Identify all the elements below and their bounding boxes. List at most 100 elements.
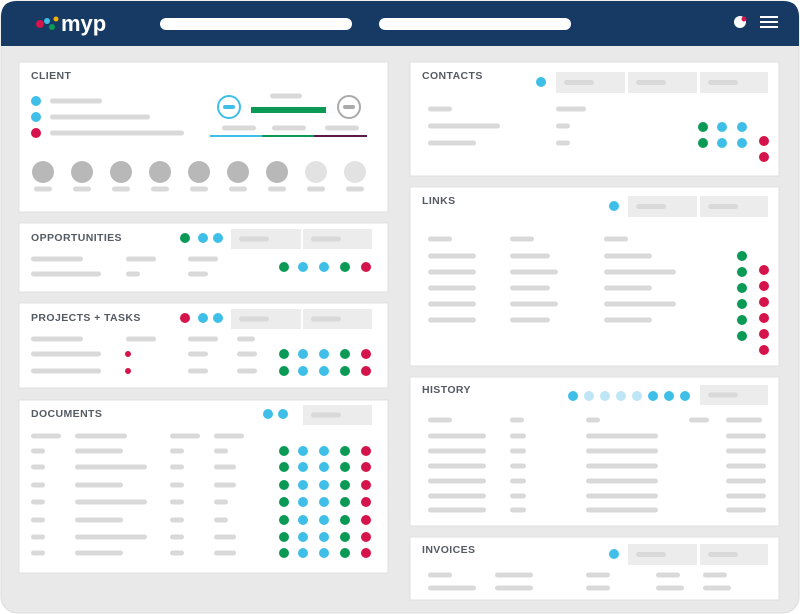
status-dot [340, 532, 350, 542]
status-dot [717, 138, 727, 148]
placeholder-text [31, 336, 83, 342]
avatar[interactable] [188, 161, 210, 183]
placeholder-text [214, 464, 236, 470]
avatar[interactable] [344, 161, 366, 183]
placeholder-text [656, 572, 680, 578]
status-dot [616, 391, 626, 401]
panel-title: INVOICES [422, 544, 475, 556]
placeholder-text [126, 336, 156, 342]
avatar[interactable] [149, 161, 171, 183]
status-dot [180, 233, 190, 243]
status-dot [361, 532, 371, 542]
placeholder-text [708, 392, 738, 398]
placeholder-text [726, 433, 766, 439]
placeholder-text [428, 507, 486, 513]
placeholder-text [190, 186, 208, 192]
placeholder-text [703, 572, 727, 578]
status-dot [361, 515, 371, 525]
status-dot [298, 446, 308, 456]
logo-dot [36, 20, 44, 28]
placeholder-text [170, 482, 184, 488]
placeholder-text [586, 478, 658, 484]
avatar[interactable] [32, 161, 54, 183]
placeholder-text [214, 448, 228, 454]
status-dot [737, 283, 747, 293]
search-field[interactable] [160, 18, 352, 30]
placeholder-text [311, 236, 341, 242]
placeholder-text [726, 493, 766, 499]
placeholder-text [112, 186, 130, 192]
status-dot [298, 480, 308, 490]
status-dot [737, 315, 747, 325]
placeholder-text [73, 186, 91, 192]
placeholder-text [428, 478, 486, 484]
status-dot [340, 349, 350, 359]
status-dot [759, 313, 769, 323]
placeholder-text [586, 417, 600, 423]
status-dot [609, 549, 619, 559]
placeholder-text [237, 351, 257, 357]
status-dot [609, 201, 619, 211]
placeholder-text [75, 550, 123, 556]
placeholder-text [510, 269, 558, 275]
placeholder-text [428, 123, 500, 129]
placeholder-text [604, 236, 628, 242]
status-dot [31, 112, 41, 122]
placeholder-text [510, 301, 558, 307]
status-dot [319, 366, 329, 376]
placeholder-text [239, 316, 269, 322]
status-dot [319, 462, 329, 472]
avatar[interactable] [305, 161, 327, 183]
status-dot [361, 366, 371, 376]
menu-button[interactable] [760, 16, 778, 28]
status-dot [340, 497, 350, 507]
avatar[interactable] [110, 161, 132, 183]
avatar[interactable] [227, 161, 249, 183]
status-dot [298, 366, 308, 376]
panel-title: OPPORTUNITIES [31, 232, 122, 244]
avatar[interactable] [266, 161, 288, 183]
status-dot [340, 462, 350, 472]
placeholder-text [50, 130, 184, 136]
panel-title: PROJECTS + TASKS [31, 312, 141, 324]
placeholder-text [636, 552, 666, 557]
placeholder-text [428, 448, 486, 454]
status-dot [536, 77, 546, 87]
status-dot [361, 548, 371, 558]
placeholder-text [510, 253, 550, 259]
placeholder-text [636, 204, 666, 209]
placeholder-text [34, 186, 52, 192]
placeholder-text [510, 507, 526, 513]
status-dot [759, 152, 769, 162]
placeholder-text [428, 269, 476, 275]
status-dot [298, 497, 308, 507]
placeholder-text [31, 433, 61, 439]
search-field[interactable] [379, 18, 571, 30]
placeholder-text [428, 285, 476, 291]
placeholder-text [75, 448, 123, 454]
placeholder-text [31, 534, 45, 540]
status-dot [759, 265, 769, 275]
status-dot [125, 351, 131, 357]
placeholder-text [188, 336, 218, 342]
placeholder-text [151, 186, 169, 192]
status-dot [279, 532, 289, 542]
placeholder-text [428, 253, 476, 259]
status-dot [279, 515, 289, 525]
placeholder-text [510, 236, 534, 242]
placeholder-text [126, 271, 140, 277]
placeholder-text [222, 125, 256, 131]
status-dot [717, 122, 727, 132]
placeholder-text [31, 517, 45, 523]
placeholder-text [510, 463, 526, 469]
placeholder-text [75, 433, 127, 439]
placeholder-text [170, 499, 184, 505]
status-dot [279, 349, 289, 359]
placeholder-text [170, 534, 184, 540]
placeholder-text [214, 433, 244, 439]
status-dot [31, 128, 41, 138]
avatar[interactable] [71, 161, 93, 183]
placeholder-text [31, 368, 101, 374]
status-dot [759, 136, 769, 146]
status-dot [698, 122, 708, 132]
